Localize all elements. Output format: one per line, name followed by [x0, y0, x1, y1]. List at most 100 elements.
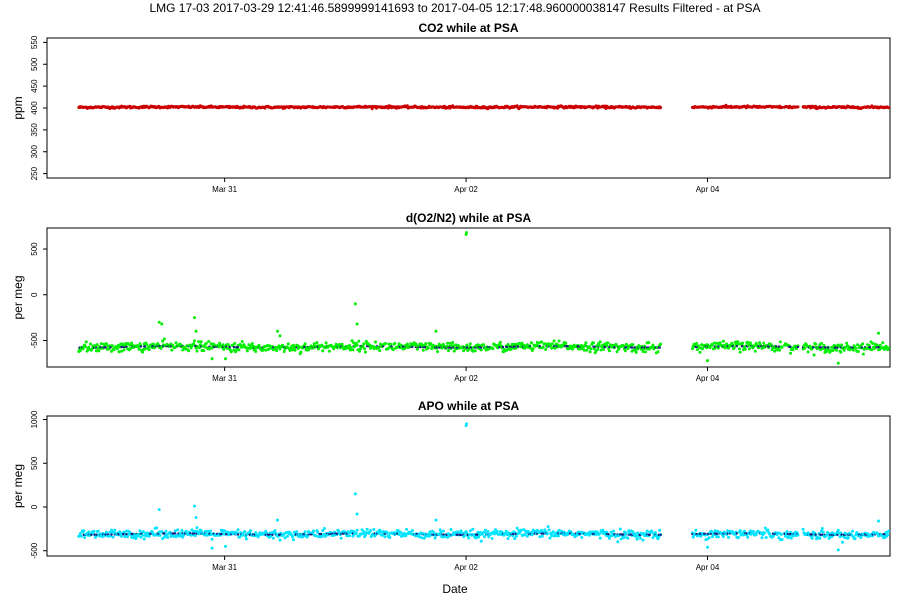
median-point	[811, 346, 815, 349]
data-point	[618, 527, 622, 531]
data-point	[405, 342, 409, 346]
data-point	[182, 533, 186, 537]
data-point	[269, 534, 273, 538]
data-point	[513, 537, 517, 541]
data-point	[644, 350, 647, 354]
median-point	[104, 346, 107, 349]
data-point	[178, 531, 182, 535]
data-point	[520, 341, 524, 345]
median-point	[566, 345, 569, 348]
data-point	[802, 344, 806, 348]
data-point	[602, 347, 606, 351]
data-point	[551, 530, 555, 534]
data-point	[479, 348, 483, 352]
median-point	[469, 346, 473, 349]
data-point	[634, 350, 638, 354]
x-axis-label: Date	[442, 582, 468, 596]
data-point	[546, 525, 550, 529]
data-point	[741, 341, 745, 345]
data-point	[362, 530, 366, 534]
data-point	[650, 530, 654, 534]
data-point	[199, 340, 203, 344]
data-point	[550, 534, 554, 538]
data-point	[471, 527, 475, 531]
data-point	[393, 341, 397, 345]
data-point	[831, 349, 835, 352]
data-point	[839, 350, 843, 354]
data-point	[721, 535, 725, 538]
data-point	[350, 339, 354, 343]
data-point	[854, 346, 858, 350]
y-axis-label: ppm	[11, 96, 25, 119]
data-point	[543, 528, 547, 532]
data-point	[803, 346, 807, 350]
data-point	[155, 526, 159, 530]
median-point	[883, 533, 886, 536]
data-point	[320, 535, 324, 538]
data-point	[530, 341, 533, 345]
data-point	[886, 533, 890, 537]
data-point	[836, 528, 840, 532]
data-point	[486, 529, 490, 533]
data-point	[113, 528, 117, 532]
data-point	[352, 529, 356, 533]
outlier-point	[224, 357, 227, 361]
data-points	[77, 231, 891, 365]
data-point	[762, 341, 766, 345]
outlier-point	[194, 516, 198, 519]
data-point	[244, 537, 248, 541]
data-point	[614, 342, 618, 346]
median-point	[516, 345, 520, 348]
data-point	[358, 349, 362, 353]
data-point	[779, 532, 783, 536]
median-point	[613, 346, 616, 349]
data-point	[448, 341, 452, 345]
data-point	[187, 349, 191, 353]
data-point	[605, 530, 609, 534]
data-point	[96, 529, 100, 533]
data-point	[120, 534, 123, 538]
data-point	[540, 340, 543, 344]
data-point	[441, 529, 445, 533]
data-point	[383, 535, 387, 539]
data-point	[658, 528, 662, 532]
data-point	[322, 527, 326, 530]
panel-title: d(O2/N2) while at PSA	[406, 211, 532, 225]
data-point	[139, 535, 143, 539]
data-point	[495, 529, 499, 533]
panel-2: d(O2/N2) while at PSA per meg -500 0 500 Mar …	[11, 211, 891, 383]
data-point	[138, 529, 142, 533]
outlier-point	[836, 361, 840, 365]
data-point	[871, 341, 875, 345]
data-point	[110, 349, 113, 353]
outlier-point	[276, 329, 279, 333]
data-point	[137, 347, 141, 351]
data-point	[364, 350, 367, 354]
outlier-point	[278, 334, 282, 338]
data-point	[753, 349, 757, 353]
data-point	[624, 531, 628, 535]
data-point	[314, 534, 318, 538]
data-point	[340, 342, 344, 346]
outlier-point	[706, 545, 709, 549]
data-point	[545, 532, 549, 536]
data-point	[468, 342, 472, 346]
data-point	[429, 342, 433, 346]
data-point	[233, 342, 237, 345]
data-point	[789, 351, 792, 355]
data-point	[282, 350, 286, 353]
data-point	[641, 538, 645, 542]
data-point	[525, 343, 529, 347]
outlier-point	[355, 322, 359, 326]
data-point	[736, 340, 740, 344]
data-point	[887, 529, 891, 533]
median-point	[735, 345, 738, 348]
data-point	[193, 339, 196, 343]
data-point	[887, 346, 891, 350]
data-point	[241, 533, 245, 537]
data-point	[738, 529, 742, 533]
data-point	[725, 342, 729, 346]
data-point	[451, 341, 455, 344]
data-point	[598, 340, 602, 344]
data-point	[721, 339, 725, 343]
